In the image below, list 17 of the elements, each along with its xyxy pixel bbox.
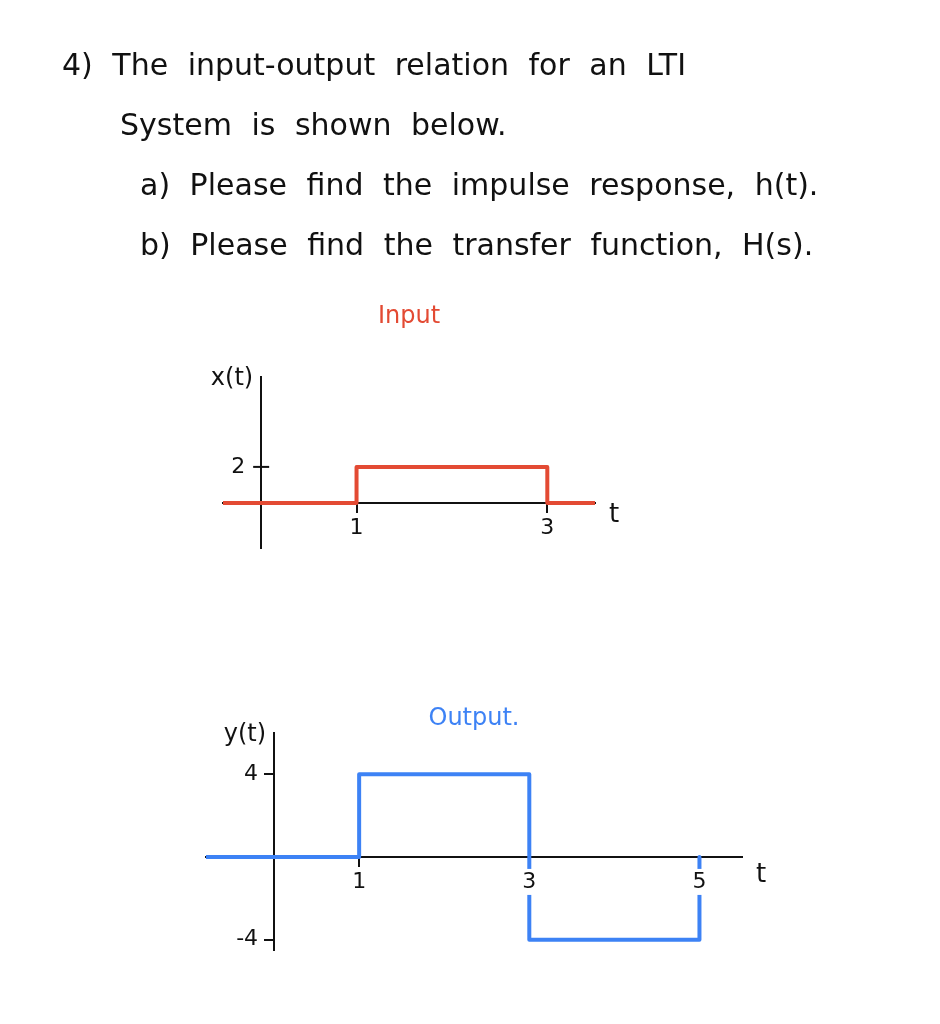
x-axis-title: t [609,497,620,528]
x-tick-label: 5 [692,867,707,893]
chart-title: Output. [428,702,520,731]
x-tick-label: 3 [522,867,537,893]
text: a) Please find the impulse response, h(t). [139,166,819,204]
y-axis-title: x(t) [210,363,254,392]
x-tick-label: 1 [349,513,364,539]
x-tick-label: 3 [540,513,555,539]
y-axis-title: y(t) [223,719,267,748]
text: b) Please find the transfer function, H(s). [139,226,814,264]
text: 4) The input-output relation for an LTI System is shown below. [62,46,688,144]
y-tick-label: 4 [244,759,259,785]
x-tick-label: 1 [352,867,367,893]
x-axis-title: t [756,857,767,888]
y-tick-label: -4 [236,925,259,951]
chart-title: Input [377,300,441,329]
annotation: 2 [231,452,246,478]
